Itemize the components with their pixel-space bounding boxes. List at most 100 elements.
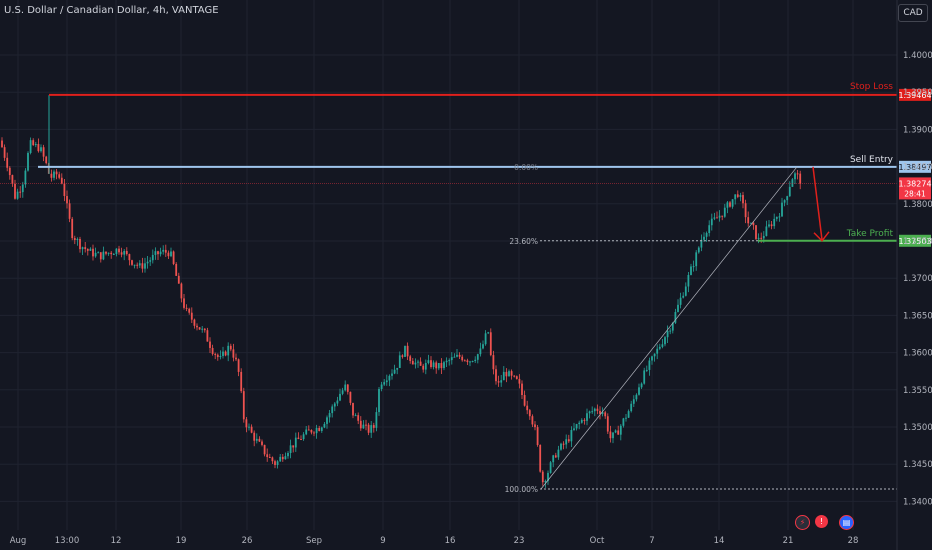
- candle-body: [313, 432, 315, 434]
- candle-body: [612, 432, 614, 439]
- candle-body: [120, 252, 123, 255]
- candle-body: [541, 471, 544, 483]
- lightning-icon[interactable]: ⚡: [795, 515, 810, 530]
- candle-body: [21, 184, 24, 193]
- candle-body: [141, 263, 144, 269]
- candle-body: [79, 238, 81, 250]
- candle-body: [443, 362, 445, 369]
- candle-body: [227, 345, 230, 356]
- candle-body: [341, 390, 344, 394]
- candle-body: [354, 415, 357, 417]
- candle-body: [768, 224, 770, 227]
- candle-body: [27, 152, 29, 171]
- candle-body: [609, 431, 612, 439]
- x-tick-label: 9: [380, 536, 385, 546]
- candle-body: [89, 248, 92, 251]
- candle-body: [640, 383, 643, 388]
- candle-body: [266, 454, 269, 458]
- candle-body: [614, 430, 617, 433]
- candle-body: [320, 427, 323, 431]
- time-axis[interactable]: Aug 13:00 12 19 26 Sep 9 16 23 Oct 7 14 21 28: [10, 536, 859, 546]
- candle-body: [248, 426, 250, 428]
- candle-body: [508, 371, 510, 377]
- candle-body: [557, 449, 560, 458]
- candle-body: [521, 383, 523, 396]
- candle-body: [799, 173, 802, 184]
- candle-body: [198, 327, 201, 330]
- candle-body: [99, 252, 102, 260]
- calendar-icon[interactable]: ▤: [839, 515, 854, 530]
- candle-body: [162, 249, 165, 252]
- candle-body: [336, 400, 339, 404]
- candle-body: [281, 456, 284, 460]
- y-tick-label: 1.38500: [903, 163, 932, 173]
- candle-body: [648, 360, 651, 370]
- candle-body: [534, 424, 536, 428]
- candle-body: [796, 173, 799, 175]
- candle-body: [528, 410, 531, 417]
- candle-body: [107, 252, 110, 254]
- candle-body: [749, 222, 752, 224]
- candle-body: [578, 422, 581, 425]
- candle-body: [63, 183, 66, 197]
- candle-body: [50, 173, 53, 178]
- candle-body: [245, 419, 248, 428]
- candle-body: [214, 353, 217, 355]
- bar-countdown: 28:41: [904, 189, 926, 198]
- candle-body: [518, 378, 521, 384]
- sell-entry-price: 1.38497: [898, 163, 931, 172]
- candle-body: [770, 224, 773, 227]
- candle-body: [144, 263, 146, 269]
- candle-body: [427, 360, 430, 364]
- candle-body: [297, 437, 300, 440]
- candle-body: [726, 202, 729, 208]
- sell-entry-badge: [899, 160, 931, 173]
- candle-body: [531, 416, 534, 425]
- candle-body: [599, 410, 601, 414]
- currency-button[interactable]: CAD: [898, 4, 928, 22]
- candle-body: [255, 438, 258, 441]
- y-tick-label: 1.39000: [903, 125, 932, 135]
- candle-body: [76, 238, 79, 241]
- candle-body: [292, 445, 295, 448]
- candle-body: [203, 328, 206, 331]
- candle-body: [310, 429, 313, 433]
- x-tick-label: Sep: [306, 536, 322, 546]
- candle-body: [193, 319, 196, 326]
- candle-body: [448, 360, 451, 362]
- candle-body: [123, 250, 126, 255]
- current-price: 1.38274: [898, 179, 931, 188]
- candle-body: [344, 384, 347, 391]
- candle-body: [406, 345, 409, 357]
- candle-body: [307, 429, 310, 431]
- candle-body: [172, 251, 175, 264]
- candle-body: [73, 238, 76, 241]
- candle-body: [118, 248, 120, 253]
- candle-body: [305, 429, 308, 435]
- candle-body: [380, 384, 383, 389]
- candle-body: [547, 472, 549, 481]
- candle-body: [411, 360, 414, 365]
- candle-body: [474, 359, 477, 361]
- price-axis[interactable]: 1.40000 1.39500 1.39000 1.38500 1.38000 1.375…: [896, 0, 932, 550]
- y-tick-label: 1.36500: [903, 311, 932, 321]
- candle-body: [674, 311, 677, 323]
- candle-body: [708, 225, 711, 234]
- candle-body: [565, 439, 568, 445]
- y-tick-label: 1.35000: [903, 423, 932, 433]
- alert-icon[interactable]: !: [815, 515, 828, 528]
- candle-body: [42, 147, 45, 157]
- candle-body: [536, 427, 539, 445]
- candle-body: [279, 456, 282, 462]
- candle-body: [149, 260, 152, 262]
- candle-body: [549, 462, 552, 473]
- candle-body: [601, 412, 604, 414]
- candle-body: [619, 425, 622, 435]
- candle-body: [287, 452, 289, 457]
- candle-body: [523, 395, 526, 406]
- candle-body: [653, 353, 656, 357]
- x-tick-label: Aug: [10, 536, 27, 546]
- x-tick-label: 28: [848, 536, 859, 546]
- candle-body: [677, 304, 679, 312]
